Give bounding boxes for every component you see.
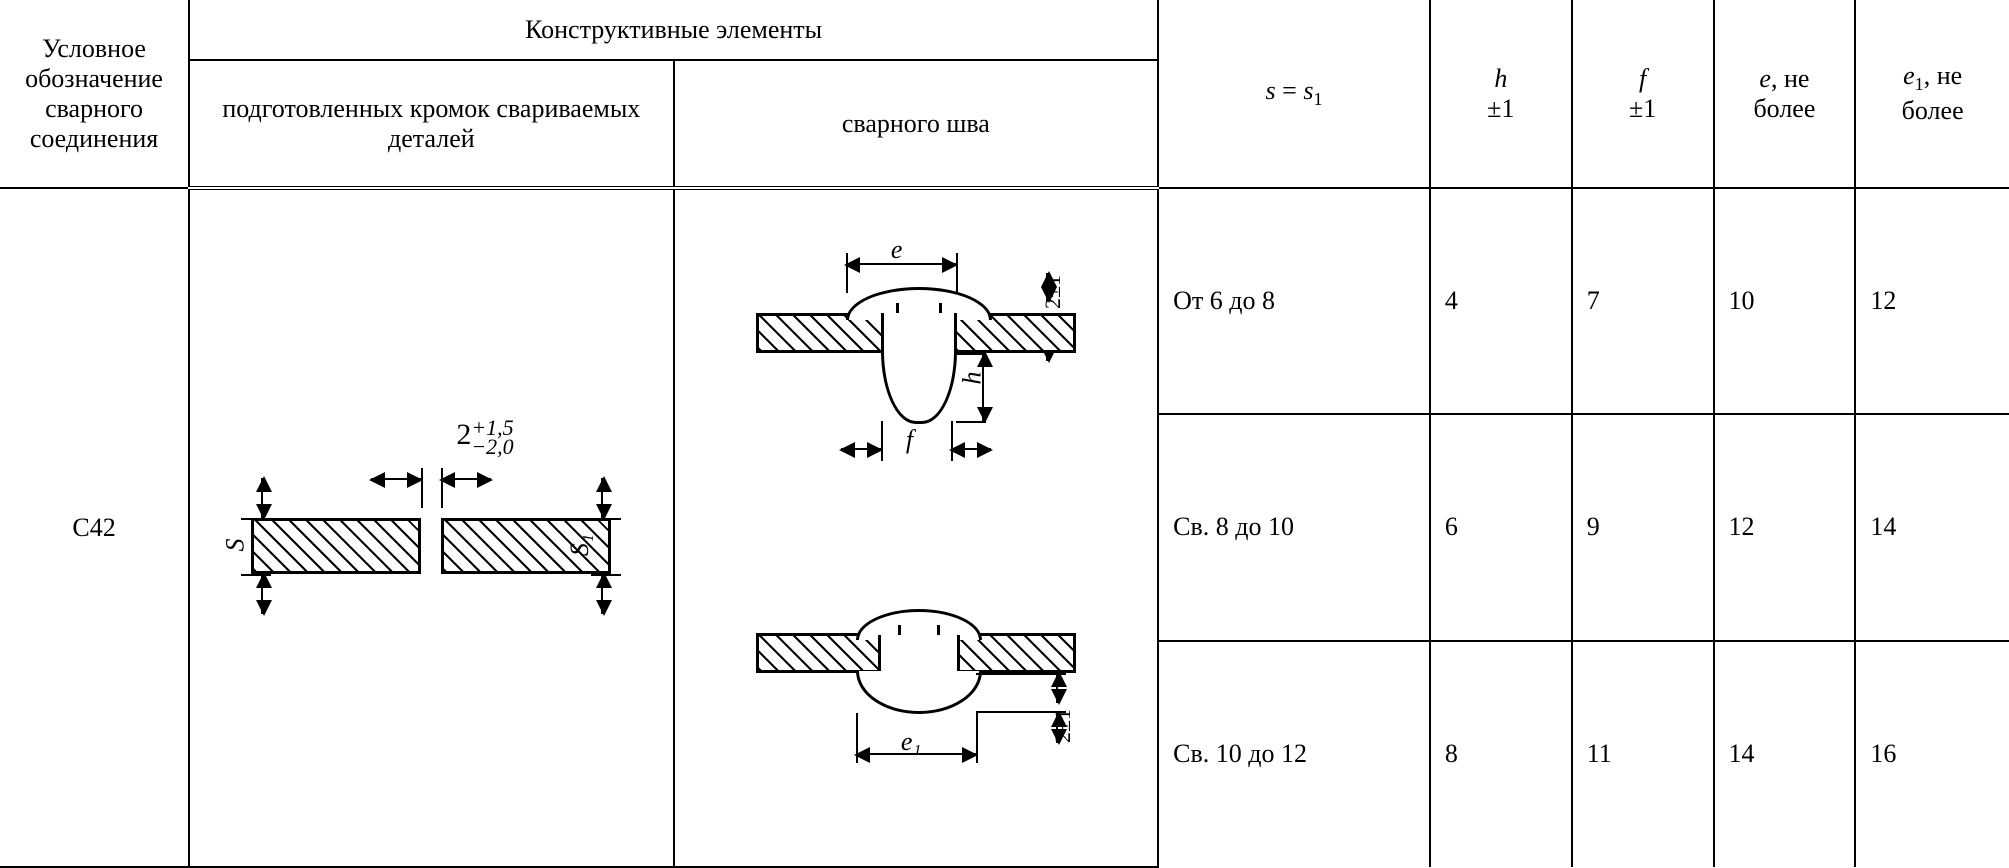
col-header-e1: e1, неболее (1855, 0, 2009, 188)
weld-figure-top: e 2±1 (746, 233, 1086, 493)
dim-label-e1: e₁ (901, 727, 922, 757)
col-header-weld-seam: сварного шва (674, 60, 1159, 188)
gap-dim-label: 2+1,5−2,0 (456, 418, 513, 457)
cell-s-row2: Св. 8 до 10 (1158, 414, 1430, 640)
col-header-f: f±1 (1572, 0, 1714, 188)
cell-e-row3: 14 (1714, 641, 1856, 867)
cell-e-row1: 10 (1714, 188, 1856, 414)
cell-f-row1: 7 (1572, 188, 1714, 414)
thickness-label-s1: S₁ (565, 534, 595, 556)
weld-spec-table: Условное обозначение сварного соединения… (0, 0, 2009, 868)
cell-e1-row2: 14 (1855, 414, 2009, 640)
dim-label-e: e (891, 235, 903, 265)
cell-h-row3: 8 (1430, 641, 1572, 867)
cell-f-row2: 9 (1572, 414, 1714, 640)
col-header-constructive-group: Конструктивные элементы (189, 0, 1158, 60)
cell-f-row3: 11 (1572, 641, 1714, 867)
thickness-label-s: S (221, 539, 251, 552)
col-header-s: s = s1 (1158, 0, 1430, 188)
cell-diagram-weld: e 2±1 (674, 188, 1159, 867)
cell-e1-row1: 12 (1855, 188, 2009, 414)
col-header-edge-prep: подготовленных кромок свариваемых детале… (189, 60, 674, 188)
col-header-h: h±1 (1430, 0, 1572, 188)
cell-designation: С42 (0, 188, 189, 867)
col-header-e: e, неболее (1714, 0, 1856, 188)
weld-figure-bottom: 2±1 e₁ (746, 563, 1086, 823)
cell-s-row1: От 6 до 8 (1158, 188, 1430, 414)
cell-s-row3: Св. 10 до 12 (1158, 641, 1430, 867)
cell-e-row2: 12 (1714, 414, 1856, 640)
cell-diagram-edge-prep: 2+1,5−2,0 (189, 188, 674, 867)
dim-label-f: f (906, 425, 913, 455)
cell-h-row2: 6 (1430, 414, 1572, 640)
cell-e1-row3: 16 (1855, 641, 2009, 867)
plate-left-icon (251, 518, 421, 574)
cell-h-row1: 4 (1430, 188, 1572, 414)
col-header-designation: Условное обозначение сварного соединения (0, 0, 189, 188)
